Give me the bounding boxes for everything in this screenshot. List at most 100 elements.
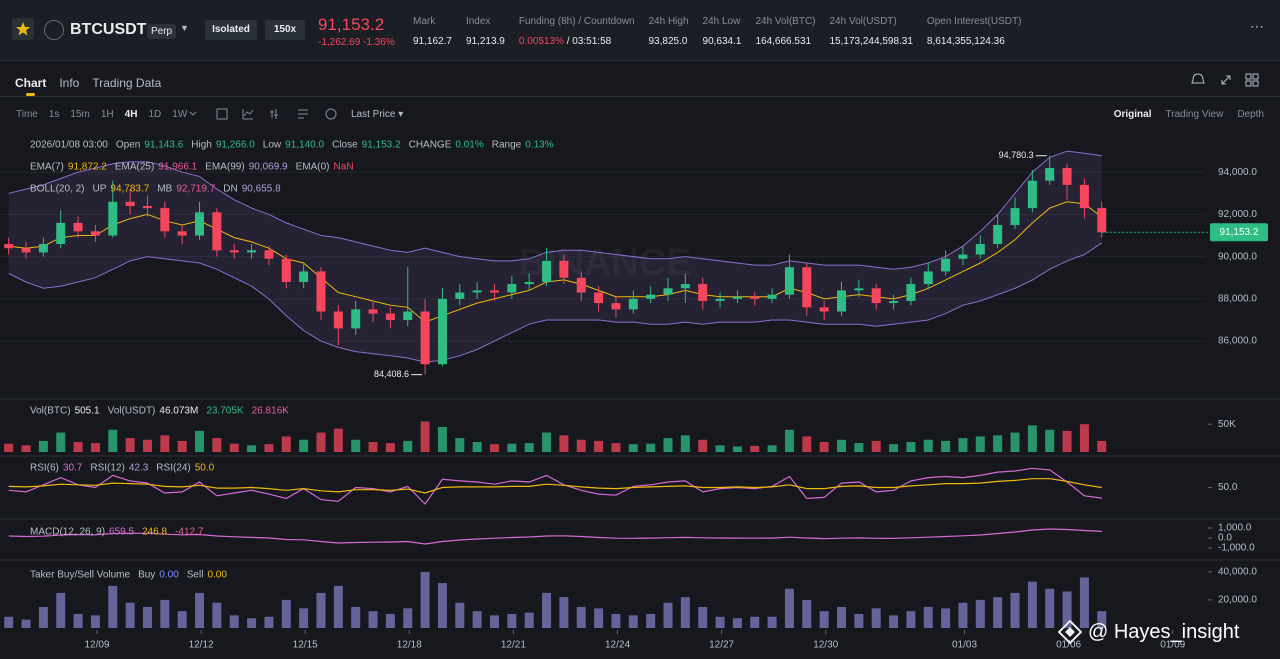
candle-body — [56, 222, 66, 244]
candle-body — [1045, 167, 1055, 181]
last-price-label: 91,153.2 — [1220, 227, 1259, 238]
candle-body — [906, 284, 916, 301]
margin-mode-button[interactable]: Isolated — [205, 20, 257, 40]
volume-bar — [247, 618, 257, 628]
candle-body — [316, 271, 326, 312]
stat-label: Index — [465, 16, 491, 27]
stat-value-row: 91,213.9 — [465, 36, 505, 47]
drawing-icon[interactable] — [325, 108, 337, 120]
tab[interactable]: Trading Data — [92, 76, 162, 90]
volume-bar — [732, 446, 742, 452]
view-option[interactable]: Original — [1113, 109, 1152, 120]
legend-label: MB — [157, 184, 172, 195]
legend-value: 30.7 — [63, 463, 83, 474]
legend-label: Sell — [187, 570, 204, 581]
volume-bar — [871, 440, 881, 452]
volume-bar — [56, 592, 66, 628]
x-tick-label: 01/09 — [1160, 640, 1185, 651]
volume-bar — [1079, 577, 1089, 628]
volume-bar — [1045, 429, 1055, 452]
candle-body — [108, 201, 118, 236]
volume-bar — [524, 612, 534, 628]
interval[interactable]: 1W — [172, 109, 188, 120]
legend-label: RSI(24) — [156, 463, 190, 474]
stat: 24h Low 90,634.1 — [703, 16, 742, 47]
legend-label: Vol(BTC) — [30, 406, 71, 417]
leverage-button[interactable]: 150x — [265, 20, 305, 40]
stat: Mark 91,162.7 — [413, 16, 452, 47]
indicator-icon[interactable] — [242, 109, 254, 120]
interval-dropdown[interactable] — [189, 111, 197, 116]
price-type-dropdown[interactable]: Last Price ▾ — [351, 109, 404, 120]
volume-bar — [680, 435, 690, 452]
stats: Mark 91,162.7 Index 91,213.9 Funding (8h) / … — [413, 16, 1021, 47]
interval[interactable]: 1D — [148, 109, 162, 120]
volume-bar — [837, 606, 847, 628]
stat-value-row: 90,634.1 — [702, 36, 742, 47]
candle-type-icon[interactable] — [270, 109, 278, 119]
tab[interactable]: Info — [59, 76, 80, 90]
tab[interactable]: Chart — [15, 76, 47, 90]
legend-value: 90,655.8 — [242, 184, 281, 195]
volume-bar — [1010, 432, 1020, 452]
volume-bar — [38, 440, 48, 452]
candle-body — [732, 296, 742, 299]
volume-bar — [351, 606, 361, 628]
indicator-line — [8, 242, 1103, 363]
layout-icon[interactable] — [1245, 73, 1259, 87]
symbol[interactable]: BTCUSDT — [70, 21, 147, 38]
interval[interactable]: 15m — [70, 109, 90, 120]
candle-body — [351, 309, 361, 329]
candle-body — [73, 222, 83, 232]
legend-label: Low — [263, 140, 282, 151]
candle-body — [542, 260, 552, 282]
interval[interactable]: 1H — [100, 109, 114, 120]
calendar-icon[interactable] — [216, 108, 228, 120]
x-tick-label: 12/18 — [397, 640, 422, 651]
volume-bar — [1062, 591, 1072, 628]
volume-bar — [1079, 424, 1089, 452]
volume-bar — [4, 616, 14, 628]
alert-icon[interactable] — [1191, 73, 1205, 84]
volume-bar — [611, 443, 621, 452]
candle-body — [195, 212, 205, 236]
y-tick-label: -1,000.0 — [1218, 543, 1255, 554]
candle-body — [1079, 184, 1089, 209]
candle-body — [437, 298, 447, 365]
symbol-dropdown[interactable]: ▼ — [180, 23, 189, 33]
interval[interactable]: 4H — [124, 109, 138, 120]
settings-icon[interactable] — [298, 109, 308, 119]
interval[interactable]: 1s — [48, 109, 60, 120]
volume-bar — [871, 608, 881, 628]
credit-icon — [1058, 620, 1082, 644]
volume-bar — [975, 436, 985, 452]
y-tick-label: 92,000.0 — [1218, 209, 1257, 220]
candle-body — [767, 294, 777, 299]
stat-label: 24h Vol(USDT) — [829, 16, 897, 27]
candle-body — [472, 290, 482, 293]
indicator-line — [8, 528, 1102, 545]
view-option[interactable]: Trading View — [1165, 109, 1224, 120]
volume-bar — [368, 611, 378, 628]
interval[interactable]: Time — [16, 109, 38, 120]
more-menu[interactable]: ⋯ — [1250, 18, 1264, 34]
view-option[interactable]: Depth — [1237, 109, 1264, 120]
volume-bar — [437, 427, 447, 452]
legend-value: 90,069.9 — [249, 162, 288, 173]
volume-bar — [333, 585, 343, 628]
stat-value-row: 93,825.0 — [648, 36, 688, 47]
candle-body — [750, 296, 760, 299]
candle-body — [333, 311, 343, 329]
volume-bar — [837, 439, 847, 452]
volume-bar — [229, 615, 239, 628]
legend-value: 0.00 — [159, 570, 179, 581]
volume-bar — [611, 613, 621, 628]
price-type: Last Price — [351, 109, 396, 120]
legend-value: 46.073M — [159, 406, 198, 417]
volume-bar — [628, 444, 638, 452]
volume-bar — [975, 599, 985, 628]
favorite-button[interactable] — [12, 18, 34, 40]
volume-bar — [993, 597, 1003, 628]
expand-icon[interactable] — [1221, 75, 1231, 85]
volume-bar — [351, 439, 361, 452]
